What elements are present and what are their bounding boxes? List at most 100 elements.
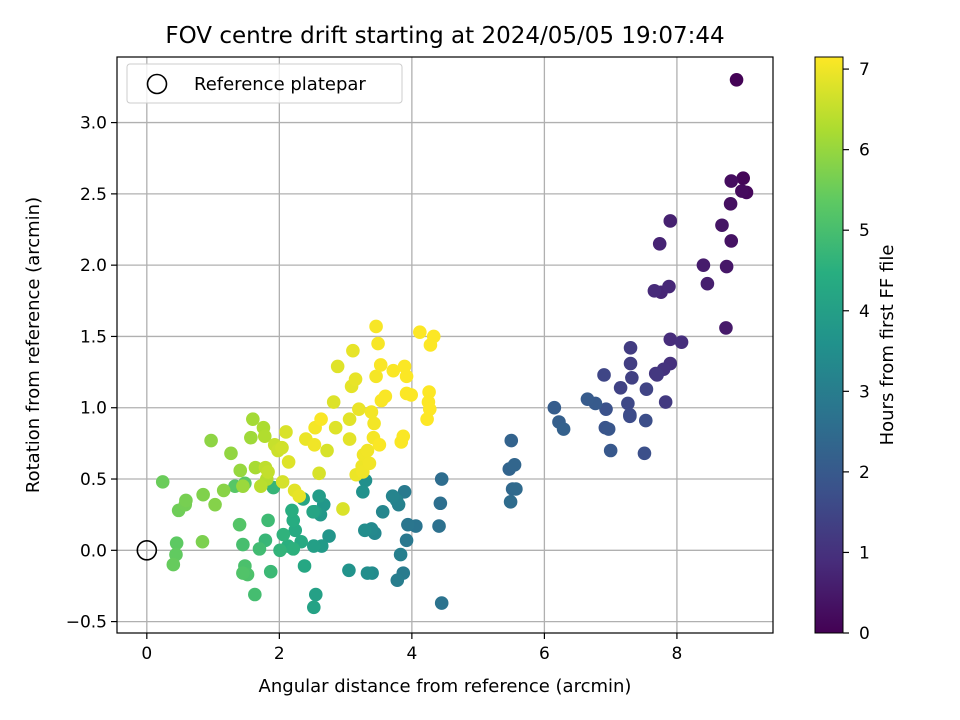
colorbar-tick-label: 7 [859,60,870,80]
grid-lines [117,57,773,633]
scatter-point [390,573,405,588]
scatter-point [601,422,616,436]
scatter-point [729,73,744,87]
scatter-point [285,503,299,518]
scatter-point [356,485,370,499]
scatter-point [336,502,350,516]
scatter-point [580,392,595,406]
scatter-point [556,422,571,436]
scatter-point [674,335,689,349]
scatter-point [236,537,250,552]
scatter-point [360,566,375,580]
scatter-point [433,496,448,511]
scatter-point [281,455,296,469]
scatter-point [286,542,301,556]
y-tick-label: 1.5 [80,327,107,347]
scatter-point [308,587,323,602]
colorbar-tick-label: 4 [859,302,870,322]
scatter-point [385,489,400,503]
scatter-point [700,276,715,291]
scatter-point [322,529,336,543]
y-tick-label: 1.0 [80,399,107,419]
scatter-point [248,587,262,602]
scatter-point [169,536,184,550]
scatter-point [208,497,222,512]
y-tick-label: −0.5 [66,613,107,633]
colorbar-tick-label: 3 [859,382,870,402]
scatter-point [326,395,341,409]
scatter-point [352,402,366,416]
scatter-point [658,395,673,409]
scatter-point [286,513,301,528]
scatter-point [547,400,562,415]
scatter-point [312,466,326,481]
scatter-point [597,368,611,382]
scatter-point [375,505,390,519]
reference-platepar-marker [136,540,158,561]
y-tick-label: 3.0 [80,114,107,134]
x-tick-label: 0 [141,644,152,664]
scatter-point [647,284,662,298]
y-tick-label: 2.0 [80,256,107,276]
scatter-point [307,600,321,615]
chart-title: FOV centre drift starting at 2024/05/05 … [165,23,724,49]
scatter-point [621,396,635,411]
scatter-point [196,487,210,502]
colorbar-gradient [814,56,844,634]
scatter-point [204,433,218,448]
scatter-point [623,341,638,355]
scatter-point [434,596,449,610]
scatter-point [248,460,263,475]
x-tick-label: 6 [539,644,550,664]
scatter-point [650,368,664,382]
scatter-point [314,412,328,426]
scatter-point [507,457,522,472]
colorbar-tick-label: 0 [859,624,870,644]
scatter-point [652,236,667,251]
scatter-point [244,430,258,445]
scatter-point [261,465,275,479]
scatter-point [367,416,381,431]
scatter-point [179,493,193,508]
scatter-point [696,258,711,272]
scatter-point [358,523,372,538]
x-axis-ticks: 0 2 4 6 8 [141,633,682,664]
scatter-point [232,517,247,532]
scatter-point [362,456,377,471]
scatter-point [307,539,321,553]
scatter-point [195,534,210,549]
colorbar-tick-label: 6 [859,141,870,161]
colorbar-tick-label: 1 [859,543,870,563]
scatter-point [342,563,356,578]
scatter-point [603,443,618,458]
scatter-point [360,443,375,458]
scatter-point [257,429,272,444]
scatter-point [623,409,637,424]
scatter-point [342,412,357,426]
scatter-point [330,359,345,374]
scatter-point [364,405,379,419]
scatter-point [246,412,260,426]
legend: Reference platepar [126,63,403,104]
scatter-point [275,440,289,455]
y-tick-label: 2.5 [80,185,107,205]
legend-entry: Reference platepar [194,74,366,95]
colorbar-tick-label: 5 [859,221,870,241]
colorbar-ticks: 0 1 2 3 4 5 6 7 [843,60,870,644]
y-tick-label: 0.0 [80,541,107,561]
scatter-point [724,234,739,248]
colorbar: 0 1 2 3 4 5 6 7 Hours from first FF file [814,56,898,644]
scatter-point [719,259,734,274]
x-tick-label: 2 [274,644,285,664]
scatter-point [233,463,248,478]
scatter-point [401,517,415,532]
scatter-point [252,542,267,556]
colorbar-tick-label: 2 [859,463,870,483]
scatter-point [236,479,250,493]
scatter-point [297,559,312,573]
colorbar-label: Hours from first FF file [877,245,898,446]
scatter-point [261,513,275,528]
scatter-point [663,214,678,228]
scatter-point [663,332,678,347]
